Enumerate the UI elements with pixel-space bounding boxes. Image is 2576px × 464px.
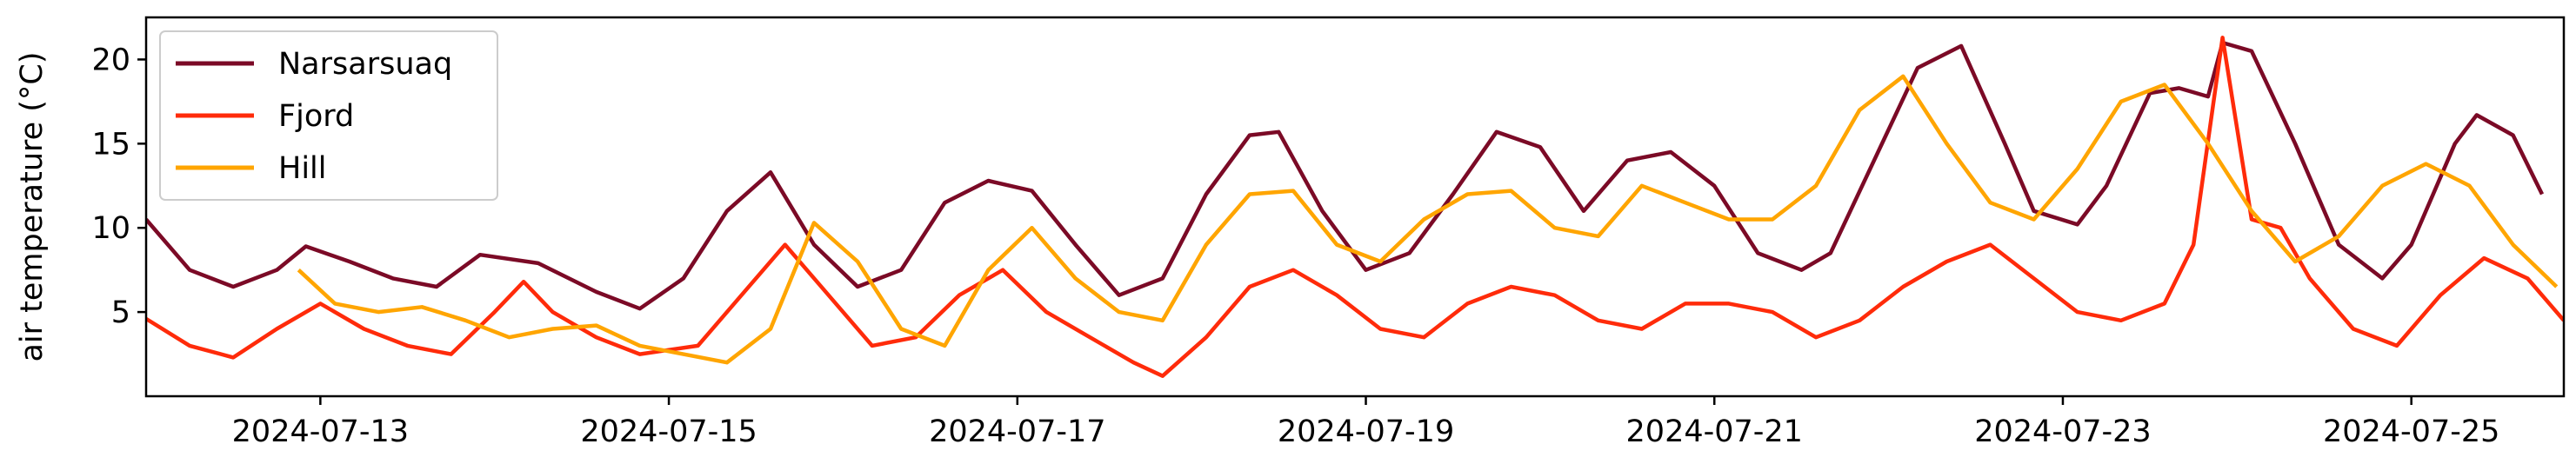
legend: Narsarsuaq Fjord Hill (159, 30, 498, 201)
y-tick-label: 20 (91, 43, 130, 77)
y-axis: 5 10 15 20 (91, 43, 146, 330)
legend-label-fjord: Fjord (278, 99, 354, 134)
legend-box (159, 30, 498, 201)
x-tick-label: 2024-07-17 (929, 414, 1105, 449)
series-line-hill (297, 74, 2559, 365)
x-axis: 2024-07-13 2024-07-15 2024-07-17 2024-07-19… (232, 396, 2499, 449)
plot-frame (144, 16, 2566, 398)
x-tick-label: 2024-07-21 (1626, 414, 1803, 449)
series-line-narsarsuaq (146, 40, 2545, 311)
x-tick-label: 2024-07-23 (1974, 414, 2151, 449)
x-tick-label: 2024-07-13 (232, 414, 409, 449)
y-axis-label: air temperature (°C) (15, 51, 50, 361)
x-tick-label: 2024-07-15 (580, 414, 757, 449)
y-tick-label: 10 (91, 211, 130, 246)
legend-label-hill: Hill (278, 151, 327, 186)
x-tick-label: 2024-07-25 (2323, 414, 2499, 449)
x-tick-label: 2024-07-19 (1278, 414, 1454, 449)
series-line-fjord (146, 36, 2564, 378)
legend-label-narsarsuaq: Narsarsuaq (278, 47, 452, 82)
y-tick-label: 5 (111, 295, 130, 330)
series-lines (146, 36, 2564, 378)
y-tick-label: 15 (91, 127, 130, 162)
